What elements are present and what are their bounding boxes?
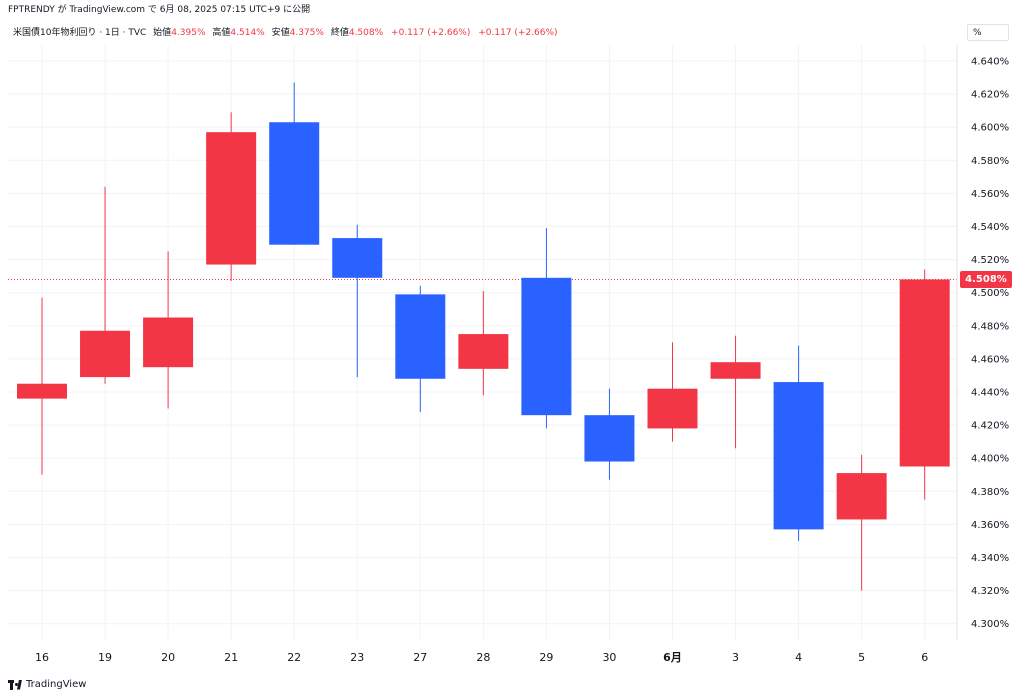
x-tick-label: 16 (35, 651, 49, 664)
tradingview-brand: TradingView (26, 679, 87, 690)
x-tick-label: 22 (287, 651, 301, 664)
x-tick-label: 6 (921, 651, 928, 664)
y-tick-label: 4.620% (971, 90, 1009, 101)
tradingview-logo-icon (8, 679, 22, 690)
candle (143, 251, 194, 409)
candle-body (206, 132, 257, 265)
candle (17, 297, 67, 475)
x-tick-label: 30 (602, 651, 616, 664)
candle-body (458, 334, 509, 369)
x-tick-label: 28 (476, 651, 490, 664)
candle-body (773, 382, 824, 530)
candle (80, 186, 131, 384)
candle (773, 345, 824, 541)
y-tick-label: 4.360% (971, 520, 1009, 531)
y-tick-label: 4.540% (971, 222, 1009, 233)
x-tick-label: 21 (224, 651, 238, 664)
x-tick-label: 4 (795, 651, 802, 664)
y-tick-label: 4.440% (971, 388, 1009, 399)
candle (647, 342, 698, 442)
x-tick-label: 5 (858, 651, 865, 664)
close-value: 4.508% (348, 28, 384, 38)
candle (710, 335, 761, 449)
x-tick-label: 6月 (663, 651, 682, 664)
change-value-2: +0.117 (+2.66%) (478, 28, 558, 38)
candle (584, 388, 635, 480)
publish-header: FPTRENDY が TradingView.com で 6月 08, 2025… (8, 5, 311, 15)
symbol-legend: 米国債10年物利回り · 1日 · TVC 始値4.395% 高値4.514% … (13, 25, 558, 38)
y-tick-label: 4.460% (971, 354, 1009, 365)
close-label: 終値 (330, 28, 349, 38)
y-tick-label: 4.480% (971, 321, 1009, 332)
candle-body (143, 317, 194, 368)
candle-body (710, 362, 761, 379)
y-tick-label: 4.320% (971, 586, 1009, 597)
candle-body (395, 294, 446, 379)
candle-body (647, 388, 698, 429)
y-tick-label: 4.560% (971, 189, 1009, 200)
current-price-label: 4.508% (960, 270, 1012, 288)
x-tick-label: 20 (161, 651, 175, 664)
candle-body (836, 473, 887, 520)
candle-body (899, 279, 950, 467)
change-value: +0.117 (+2.66%) (391, 28, 471, 38)
y-tick-label: 4.600% (971, 123, 1009, 134)
candle-body (521, 277, 572, 416)
candle (332, 224, 383, 378)
y-tick-label: 4.640% (971, 57, 1009, 68)
candle (395, 286, 446, 412)
high-value: 4.514% (230, 28, 265, 38)
x-tick-label: 3 (732, 651, 739, 664)
candle-body (17, 383, 67, 399)
open-label: 始値 (153, 28, 172, 38)
candle-body (332, 238, 383, 278)
candle (458, 291, 509, 396)
candle (836, 454, 887, 591)
x-tick-label: 19 (98, 651, 112, 664)
time-axis: 16 19 20 21 22 23 27 28 29 30 6月 3 4 5 6 (35, 651, 928, 664)
candle (899, 269, 950, 500)
x-tick-label: 29 (539, 651, 553, 664)
x-tick-label: 23 (350, 651, 364, 664)
y-tick-label: 4.500% (971, 288, 1009, 299)
price-axis: 4.300% 4.320% 4.340% 4.360% 4.380% 4.400% 4.42… (971, 57, 1009, 631)
candle (206, 112, 257, 282)
y-tick-label: 4.580% (971, 156, 1009, 167)
low-value: 4.375% (289, 28, 324, 38)
x-tick-label: 27 (413, 651, 427, 664)
y-tick-label: 4.380% (971, 487, 1009, 498)
low-label: 安値 (271, 28, 290, 38)
candle-body (269, 122, 320, 245)
price-unit-button[interactable]: % (967, 24, 1009, 41)
candle-body (584, 415, 635, 462)
y-tick-label: 4.340% (971, 553, 1009, 564)
high-label: 高値 (212, 28, 231, 38)
candles (17, 82, 950, 591)
candle (269, 82, 320, 245)
open-value: 4.395% (171, 28, 206, 38)
y-tick-label: 4.300% (971, 619, 1009, 630)
symbol-name[interactable]: 米国債10年物利回り · 1日 · TVC (13, 28, 147, 38)
tradingview-footer[interactable]: TradingView (8, 679, 86, 690)
y-tick-label: 4.400% (971, 454, 1009, 465)
candle-body (80, 330, 131, 378)
candle (521, 228, 572, 429)
y-tick-label: 4.520% (971, 255, 1009, 266)
y-tick-label: 4.420% (971, 421, 1009, 432)
